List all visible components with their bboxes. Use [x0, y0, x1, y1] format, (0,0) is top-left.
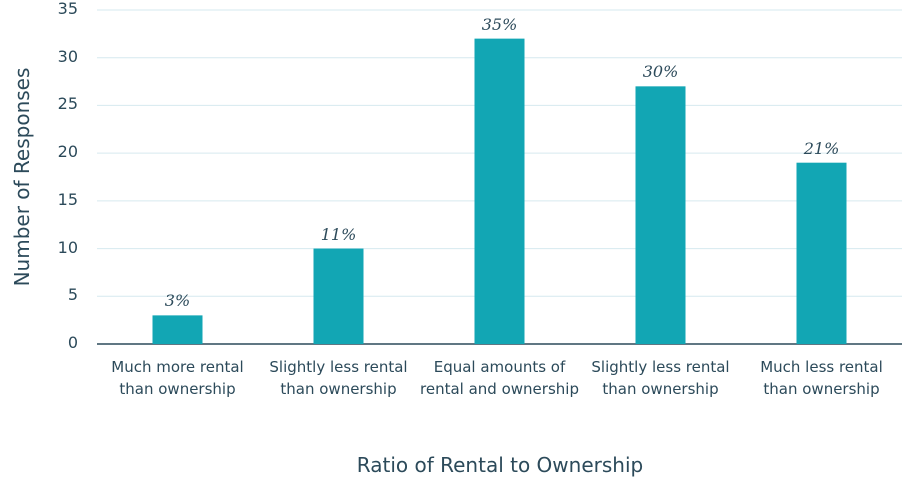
x-tick-label: Much less rental than ownership: [760, 358, 883, 398]
y-tick-label: 35: [57, 0, 78, 18]
y-axis-label: Number of Responses: [10, 67, 34, 287]
value-label: 21%: [803, 138, 840, 158]
bar: [796, 162, 847, 344]
value-label: 30%: [642, 62, 679, 82]
x-axis-label: Ratio of Rental to Ownership: [356, 453, 644, 477]
x-tick-label: Equal amounts of rental and ownership: [420, 358, 579, 398]
x-tick-label: Much more rental than ownership: [111, 358, 244, 398]
y-tick-label: 5: [67, 285, 78, 305]
value-label: 3%: [164, 291, 191, 311]
bar: [635, 86, 686, 344]
bar: [474, 38, 525, 344]
bar: [152, 315, 203, 344]
value-label: 11%: [320, 224, 357, 244]
x-tick-label: Slightly less rental than ownership: [591, 358, 730, 398]
y-tick-label: 25: [57, 94, 78, 114]
y-tick-label: 0: [67, 333, 78, 352]
y-tick-label: 30: [57, 46, 78, 66]
x-tick-label: Slightly less rental than ownership: [269, 358, 408, 398]
bar: [313, 248, 364, 344]
y-tick-label: 15: [57, 189, 78, 209]
y-tick-label: 20: [57, 142, 78, 162]
y-tick-label: 10: [57, 237, 78, 257]
value-label: 35%: [481, 14, 518, 34]
